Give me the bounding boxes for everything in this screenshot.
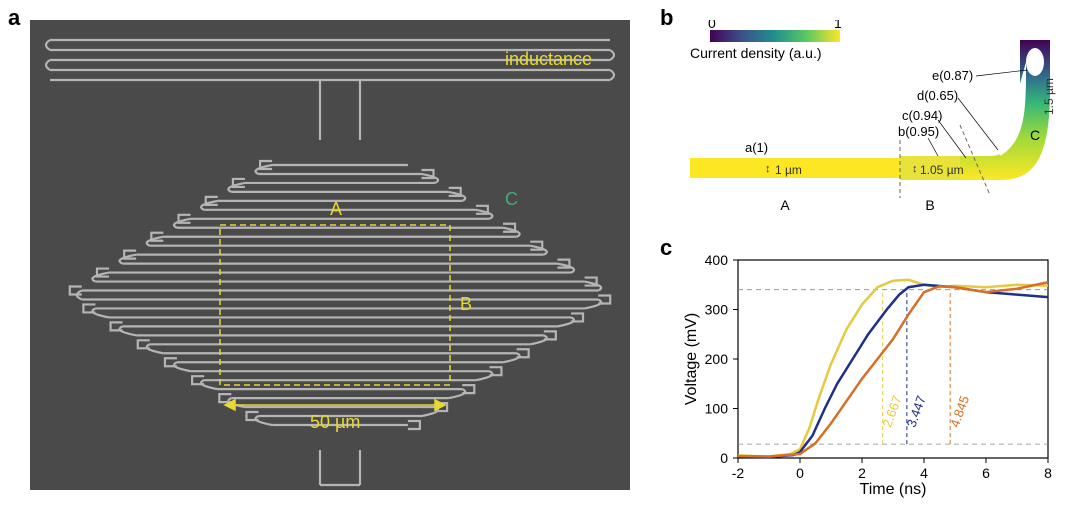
regB: B: [925, 197, 934, 213]
wB: ↕: [912, 163, 918, 175]
ytick: 200: [705, 351, 729, 367]
xtick: 2: [858, 465, 866, 481]
series-navy: [738, 285, 1048, 457]
pt-c: c(0.94): [902, 108, 942, 123]
ytick: 400: [705, 252, 729, 268]
xtick: 8: [1044, 465, 1052, 481]
colorbar-max: 1: [834, 20, 842, 31]
xtick: 0: [796, 465, 804, 481]
current-density-diagram: 0 1 Current density (a.u.) A B C ↕ 1 µm …: [680, 20, 1060, 220]
inductance-label: inductance: [505, 49, 592, 69]
region-A: A: [330, 199, 342, 219]
panel-label-a: a: [8, 5, 20, 31]
sem-micrograph: inductance A B C 50 µm: [30, 20, 630, 490]
wA: ↕: [765, 163, 771, 175]
panel-label-b: b: [660, 5, 673, 31]
ytick: 0: [720, 450, 728, 466]
xtick: 6: [982, 465, 990, 481]
wA-text: 1 µm: [775, 163, 802, 177]
xtick: -2: [732, 465, 745, 481]
x-axis-label: Time (ns): [860, 481, 927, 498]
rise-label-yellow: 2.667: [879, 394, 904, 430]
pt-d: d(0.65): [917, 88, 958, 103]
colorbar-min: 0: [708, 20, 716, 31]
scale-text: 50 µm: [310, 412, 360, 432]
rise-label-orange: 4.845: [947, 394, 972, 430]
colorbar-label: Current density (a.u.): [690, 45, 822, 61]
ytick: 300: [705, 302, 729, 318]
region-C: C: [505, 189, 518, 209]
colorbar: [710, 30, 840, 42]
pt-a: a(1): [745, 140, 768, 155]
scale-arrow: [225, 400, 445, 410]
dashed-guide: [220, 225, 450, 385]
wB-text: 1.05 µm: [920, 163, 964, 177]
regC: C: [1030, 127, 1040, 143]
wC-text: 1.5 µm: [1042, 78, 1056, 115]
rise-label-navy: 3.447: [904, 394, 929, 430]
series-orange: [738, 282, 1048, 456]
y-axis-label: Voltage (mV): [683, 313, 700, 405]
xtick: 4: [920, 465, 928, 481]
pt-b: b(0.95): [898, 124, 939, 139]
ytick: 100: [705, 401, 729, 417]
region-B: B: [460, 294, 472, 314]
sem-svg: inductance A B C 50 µm: [30, 20, 630, 490]
pt-e: e(0.87): [932, 68, 973, 83]
voltage-chart: -2024680100200300400Time (ns)Voltage (mV…: [680, 250, 1060, 500]
regA: A: [780, 197, 790, 213]
panel-label-c: c: [660, 235, 672, 261]
